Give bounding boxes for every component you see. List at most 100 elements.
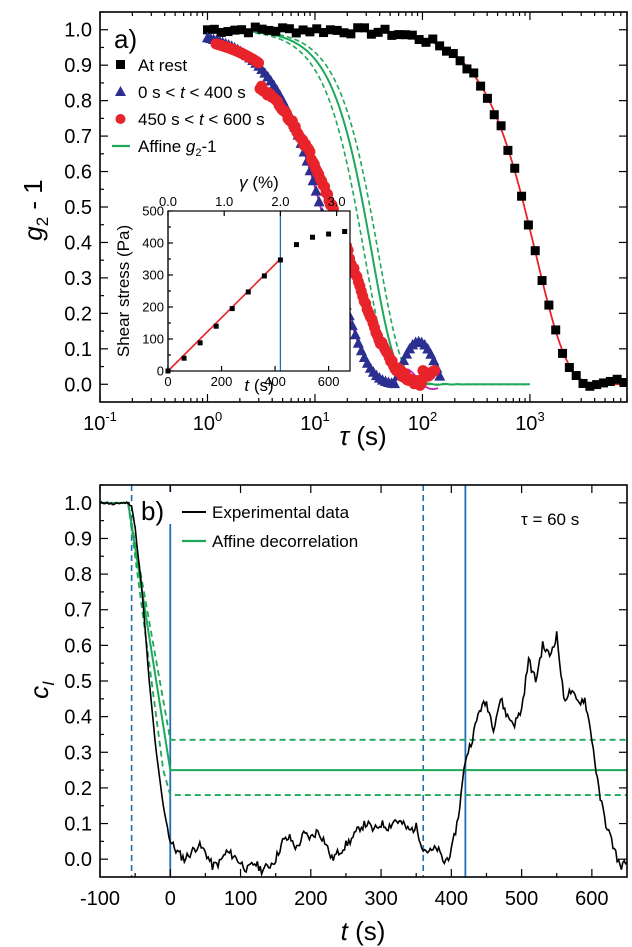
at-rest-marker — [312, 24, 322, 34]
at-rest-marker — [230, 25, 240, 35]
panel-a-x-axis-label: τ (s) — [339, 421, 386, 451]
experimental-data-line — [100, 501, 627, 877]
at-rest-marker — [476, 81, 486, 91]
at-rest-marker — [530, 246, 540, 256]
panel-b-legend: Experimental data Affine decorrelation — [182, 503, 358, 551]
circle-marker — [429, 365, 441, 377]
at-rest-marker — [346, 29, 356, 39]
y-tick-label: 0.7 — [64, 126, 92, 148]
at-rest-marker — [578, 378, 588, 388]
at-rest-marker — [544, 300, 554, 310]
inset-data-point — [181, 355, 187, 361]
inset-y-tick-label: 0 — [157, 364, 164, 379]
y-tick-label: 0.5 — [64, 671, 92, 693]
inset-data-point — [229, 306, 235, 312]
x-tick-label: 101 — [300, 409, 329, 435]
panel-b-plot-area — [100, 485, 627, 877]
at-rest-marker — [517, 191, 527, 201]
y-tick-label: 0.1 — [64, 814, 92, 836]
x-tick-label: 10-1 — [83, 409, 117, 435]
inset-y-tick-label: 100 — [142, 332, 164, 347]
at-rest-marker — [564, 362, 574, 372]
x-tick-label: 200 — [294, 888, 327, 910]
inset-data-point — [213, 323, 219, 329]
panel-a-legend: At rest 0 s < t < 400 s 450 s < t < 600 … — [112, 56, 265, 159]
inset-x-tick-label: 200 — [211, 374, 233, 389]
y-tick-label: 0.7 — [64, 600, 92, 622]
x-tick-label: 500 — [505, 888, 538, 910]
y-tick-label: 0.8 — [64, 91, 92, 113]
at-rest-marker — [496, 121, 506, 131]
panel-a-label: a) — [114, 24, 137, 54]
y-tick-label: 0.2 — [64, 303, 92, 325]
legend-entry-450-600: 450 s < t < 600 s — [138, 110, 265, 129]
at-rest-marker — [380, 24, 390, 34]
at-rest-marker — [237, 25, 247, 35]
inset-top-tick-label: 3.0 — [328, 194, 346, 209]
at-rest-marker — [585, 381, 595, 391]
at-rest-marker — [455, 56, 465, 66]
x-tick-label: 100 — [224, 888, 257, 910]
inset-data-point — [197, 340, 203, 346]
triangle-marker — [352, 337, 364, 348]
at-rest-marker — [599, 378, 609, 388]
inset-x-tick-label: 0 — [164, 374, 171, 389]
panel-b: 0.0 0.1 0.2 0.3 0.4 0.5 0.6 0.7 0.8 0.9 1.0 -100 0 10… — [24, 484, 628, 946]
at-rest-marker — [209, 24, 219, 34]
triangle-marker — [398, 354, 410, 366]
inset-data-point — [310, 234, 316, 240]
at-rest-marker — [469, 68, 479, 78]
at-rest-marker — [373, 27, 383, 37]
x-tick-label: 0 — [165, 888, 176, 910]
panel-a: 0.0 0.1 0.2 0.3 0.4 0.5 0.6 0.7 0.8 0.9 1.0 10-1 100… — [18, 11, 628, 451]
triangle-marker — [434, 370, 446, 381]
at-rest-marker — [503, 145, 513, 155]
legend-entry-affine-decorrelation: Affine decorrelation — [212, 532, 358, 551]
at-rest-marker — [428, 34, 438, 44]
inset-y-label: Shear stress (Pa) — [114, 225, 133, 357]
at-rest-marker — [325, 25, 335, 35]
at-rest-marker — [414, 35, 424, 45]
at-rest-marker — [291, 28, 301, 38]
triangle-marker — [401, 348, 413, 359]
at-rest-marker — [366, 29, 376, 39]
inset-top-label: γ (%) — [239, 173, 279, 192]
at-rest-marker — [537, 276, 547, 286]
legend-circle-marker — [115, 114, 126, 124]
panel-b-y-axis-label: cI — [24, 681, 58, 699]
at-rest-marker — [400, 30, 410, 40]
x-tick-label: 100 — [193, 409, 222, 435]
at-rest-marker — [523, 220, 533, 230]
at-rest-marker — [462, 64, 472, 74]
at-rest-marker — [271, 26, 281, 36]
at-rest-marker — [360, 23, 370, 33]
inset-x-tick-label: 600 — [318, 374, 340, 389]
legend-entry-experimental: Experimental data — [212, 503, 350, 522]
at-rest-marker — [319, 28, 329, 38]
y-tick-label: 0.2 — [64, 778, 92, 800]
at-rest-marker — [612, 374, 622, 384]
panel-b-label: b) — [141, 496, 164, 526]
y-tick-label: 0.0 — [64, 849, 92, 871]
y-tick-label: 0.8 — [64, 564, 92, 586]
at-rest-marker — [298, 25, 308, 35]
at-rest-marker — [571, 371, 581, 381]
panel-b-ticks: 0.0 0.1 0.2 0.3 0.4 0.5 0.6 0.7 0.8 0.9 1.0 -100 0 10… — [64, 484, 627, 910]
inset-top-tick-label: 0.0 — [159, 194, 177, 209]
at-rest-marker — [448, 49, 458, 59]
at-rest-marker — [250, 22, 260, 32]
triangle-marker — [428, 354, 440, 366]
circle-marker — [253, 57, 265, 69]
triangle-marker — [307, 174, 319, 186]
affine-upper-dashed — [127, 502, 627, 741]
y-tick-label: 0.5 — [64, 197, 92, 219]
at-rest-marker — [339, 28, 349, 38]
y-tick-label: 0.3 — [64, 268, 92, 290]
legend-entry-affine: Affine g2-1 — [138, 137, 217, 159]
at-rest-marker — [605, 376, 615, 386]
at-rest-marker — [332, 25, 342, 35]
legend-entry-at-rest: At rest — [138, 56, 187, 75]
at-rest-marker — [407, 30, 417, 40]
x-tick-label: -100 — [80, 888, 120, 910]
panel-a-ticks: 0.0 0.1 0.2 0.3 0.4 0.5 0.6 0.7 0.8 0.9 1.0 10-1 100… — [64, 11, 628, 435]
